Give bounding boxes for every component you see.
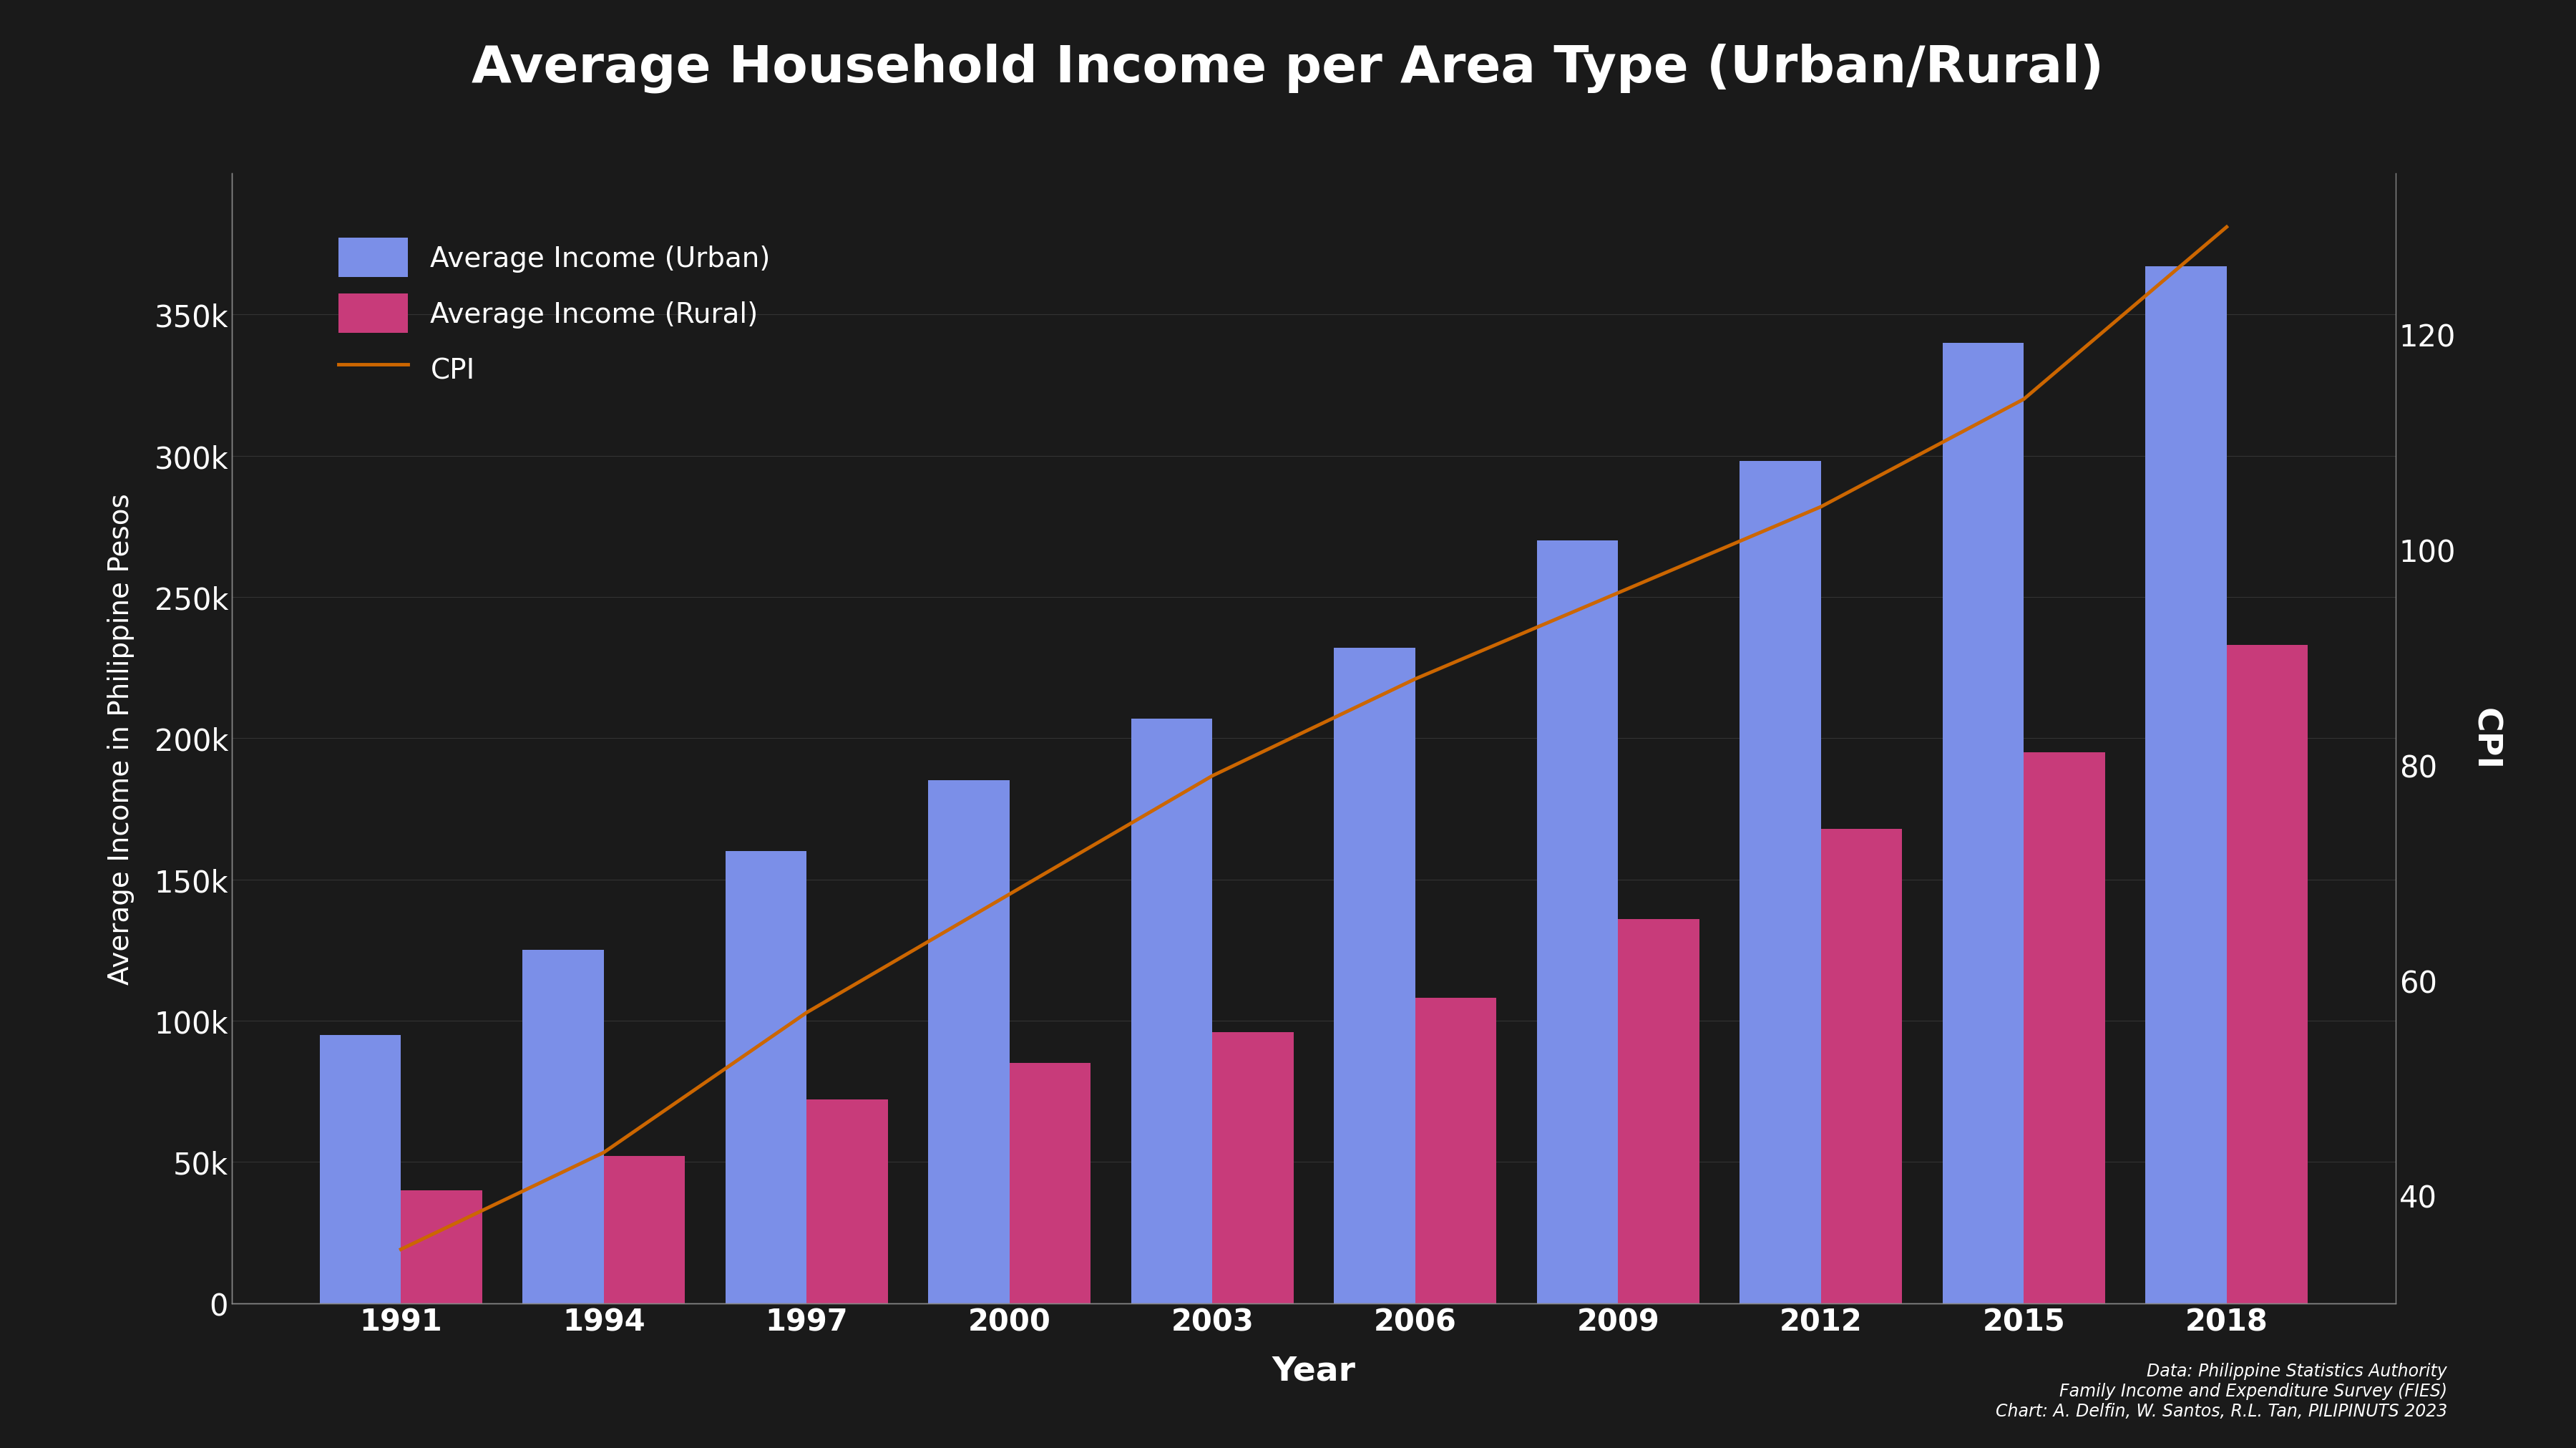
Bar [1739,462,1821,1303]
CPI [1399,670,1430,688]
Bar [603,1157,685,1303]
CPI [1602,585,1633,602]
Bar [319,1035,402,1303]
CPI [1198,767,1229,785]
Bar [402,1190,482,1303]
Legend: Average Income (Urban), Average Income (Rural), CPI: Average Income (Urban), Average Income (… [312,210,799,417]
Text: Average Household Income per Area Type (Urban/Rural): Average Household Income per Area Type (… [471,43,2105,93]
CPI [791,1003,822,1021]
Bar [726,851,806,1303]
Bar [523,950,603,1303]
CPI [2210,219,2241,236]
CPI [1806,498,1837,515]
Bar [1821,828,1901,1303]
Y-axis label: CPI: CPI [2468,707,2501,770]
Bar [1334,649,1414,1303]
Bar [1414,998,1497,1303]
CPI [2009,391,2040,408]
CPI [994,886,1025,904]
Bar [2226,646,2308,1303]
Bar [2146,266,2226,1303]
Bar [1010,1063,1090,1303]
Bar [2025,753,2105,1303]
Text: Data: Philippine Statistics Authority
Family Income and Expenditure Survey (FIES: Data: Philippine Statistics Authority Fa… [1996,1363,2447,1419]
CPI [386,1241,417,1258]
Bar [1213,1032,1293,1303]
Y-axis label: Average Income in Philippine Pesos: Average Income in Philippine Pesos [108,492,134,985]
Bar [806,1100,889,1303]
Bar [1131,718,1213,1303]
CPI [587,1144,618,1161]
X-axis label: Year: Year [1273,1355,1355,1387]
Bar [1538,540,1618,1303]
Bar [927,780,1010,1303]
Line: CPI: CPI [402,227,2226,1250]
Bar [1618,919,1700,1303]
Bar [1942,343,2025,1303]
